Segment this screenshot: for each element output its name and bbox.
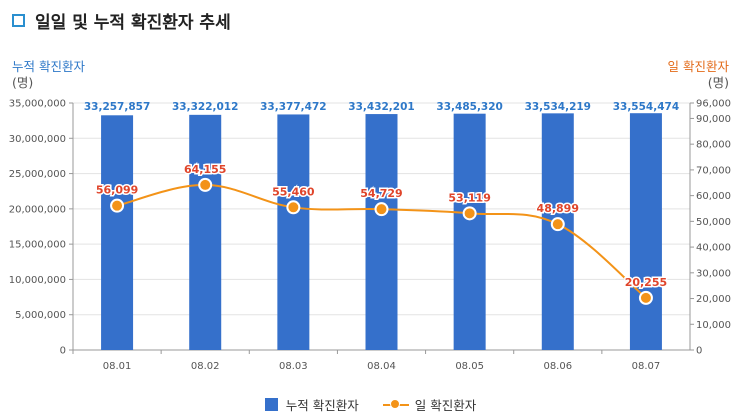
bar [365,114,398,350]
right-axis-unit: (명) [707,75,729,90]
right-tick-label: 80,000 [696,140,731,151]
legend-item-cumulative[interactable]: 누적 확진환자 [264,395,359,414]
daily-value-label: 55,460 [272,185,315,198]
page-title: 일일 및 누적 확진환자 추세 [35,12,231,33]
x-tick-label: 08.02 [191,361,220,372]
bar-value-label: 33,322,012 [172,101,238,113]
bar [101,115,134,350]
left-tick-label: 15,000,000 [9,240,66,251]
bar-value-label: 33,534,219 [525,101,591,113]
x-tick-label: 08.06 [543,361,572,372]
legend-line-swatch [382,398,409,411]
left-tick-label: 5,000,000 [15,310,66,321]
left-axis-label: 누적 확진환자 [12,59,85,74]
bar-value-label: 33,377,472 [260,101,326,113]
daily-point [638,290,653,305]
daily-value-label: 54,729 [360,187,402,200]
right-tick-label: 50,000 [696,217,731,228]
x-tick-label: 08.05 [455,361,484,372]
left-tick-label: 0 [60,346,66,357]
daily-point [198,177,213,192]
daily-point [462,206,477,221]
bar-value-label: 33,257,857 [84,101,150,113]
daily-value-label: 56,099 [96,184,138,197]
daily-point [550,217,565,232]
right-tick-label: 40,000 [696,243,731,254]
left-tick-label: 25,000,000 [9,169,66,180]
bar-value-label: 33,554,474 [613,101,679,113]
left-tick-label: 30,000,000 [9,134,66,145]
legend-bar-label: 누적 확진환자 [285,398,359,413]
left-axis-unit: (명) [12,75,34,90]
bar [629,113,662,350]
bar-value-label: 33,485,320 [436,101,502,113]
daily-point [110,198,125,213]
left-tick-label: 35,000,000 [9,99,66,110]
bar [541,113,574,350]
chart-title-bar: 일일 및 누적 확진환자 추세 [12,6,231,34]
bar [277,114,310,350]
right-tick-label: 10,000 [696,320,731,331]
legend-line-label: 일 확진환자 [414,398,477,413]
left-tick-label: 10,000,000 [9,275,66,286]
daily-point [286,200,301,215]
left-tick-label: 20,000,000 [9,204,66,215]
x-tick-label: 08.03 [279,361,308,372]
x-tick-label: 08.04 [367,361,396,372]
right-tick-label: 0 [696,346,702,357]
daily-point [374,202,389,217]
right-tick-label: 20,000 [696,294,731,305]
right-tick-label: 96,000 [696,99,731,110]
right-tick-label: 90,000 [696,114,731,125]
square-bullet-icon [12,13,25,27]
daily-value-label: 53,119 [448,191,490,204]
right-axis-label: 일 확진환자 [667,59,729,74]
bar [453,113,486,350]
right-tick-label: 70,000 [696,165,731,176]
chart-legend: 누적 확진환자 일 확진환자 [0,395,741,414]
daily-value-label: 64,155 [184,163,226,176]
daily-value-label: 48,899 [537,202,579,215]
bar [189,114,222,351]
x-tick-label: 08.07 [632,361,661,372]
right-tick-label: 30,000 [696,268,731,279]
daily-value-label: 20,255 [625,276,667,289]
right-tick-label: 60,000 [696,191,731,202]
x-tick-label: 08.01 [103,361,132,372]
bar-value-label: 33,432,201 [348,101,414,113]
legend-item-daily[interactable]: 일 확진환자 [382,395,477,414]
legend-bar-swatch [264,398,278,411]
